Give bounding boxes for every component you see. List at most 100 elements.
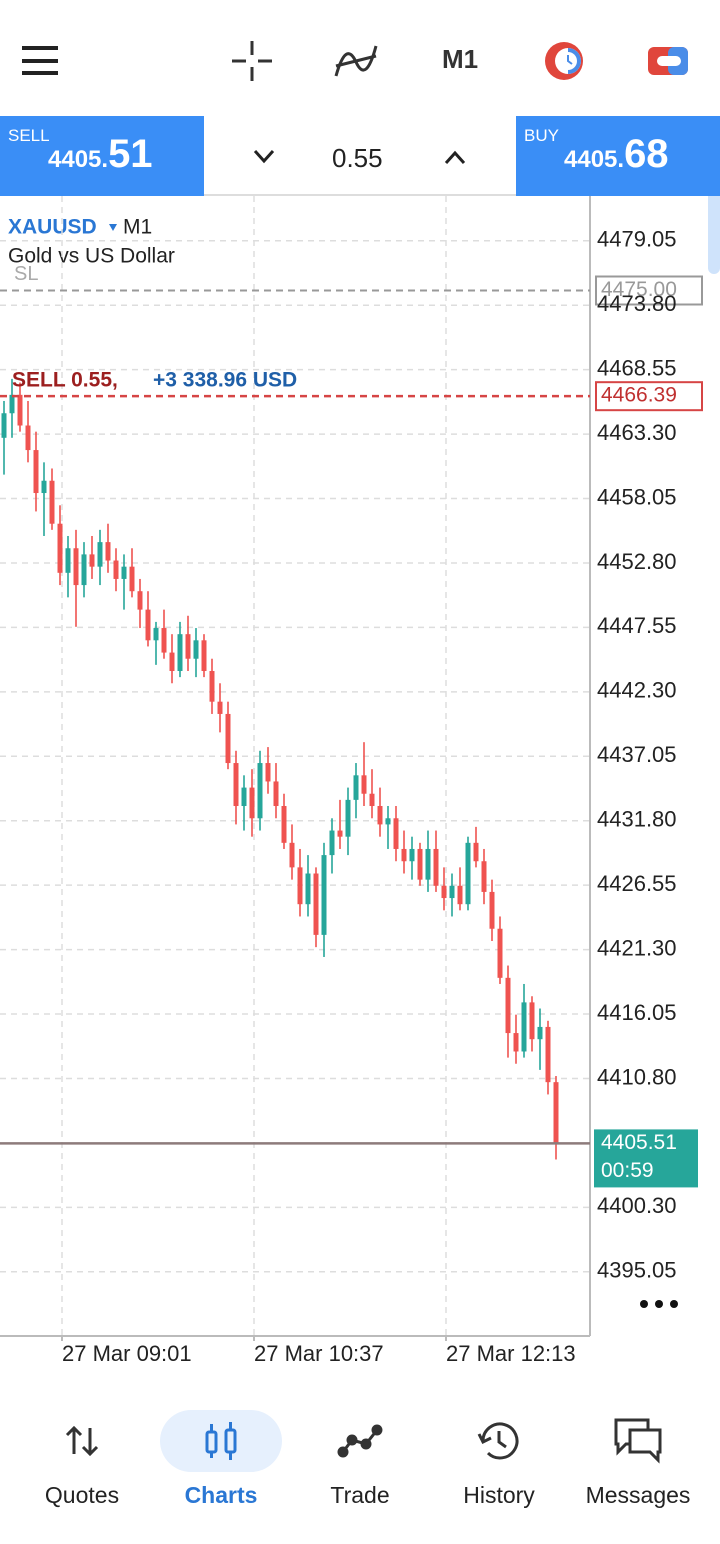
candle-body: [201, 640, 207, 671]
candle-body: [505, 977, 511, 1034]
candle-body: [433, 848, 439, 886]
sell-price-main: 4405.: [48, 146, 109, 173]
candle-body: [353, 775, 359, 800]
candle-body: [65, 548, 71, 573]
candle-body: [393, 818, 399, 849]
nav-item[interactable]: Trade: [330, 1482, 389, 1508]
chart-timeframe: M1: [123, 216, 152, 239]
sl-label: SL: [14, 263, 38, 285]
candle-body: [17, 394, 23, 426]
candle-body: [161, 628, 167, 653]
candle-body: [529, 1002, 535, 1040]
candle-body: [305, 873, 311, 905]
candle-body: [33, 450, 39, 494]
volume-down[interactable]: [253, 149, 275, 164]
buy-price: 4405.68: [564, 132, 669, 177]
sell-price-big: 51: [108, 132, 153, 176]
active-tab-background: [160, 1410, 282, 1472]
candle-body: [97, 542, 103, 567]
charts-icon[interactable]: [205, 1422, 237, 1460]
more-button[interactable]: [640, 1300, 678, 1308]
candle-body: [281, 806, 287, 843]
crosshair-button[interactable]: [232, 41, 272, 81]
volume-up[interactable]: [444, 150, 466, 165]
y-tick-label: 4479.05: [597, 227, 677, 252]
candle-body: [449, 885, 455, 899]
candle-body: [369, 793, 375, 807]
trade-icon[interactable]: [337, 1424, 383, 1458]
symbol-description: Gold vs US Dollar: [8, 245, 175, 268]
candle-body: [489, 891, 495, 929]
overlays: SL 4475.00 SELL 0.55, +3 338.96 USD 4466.39 4…: [0, 263, 703, 1188]
candle-body: [377, 806, 383, 825]
sell-price: 4405.51: [48, 132, 153, 177]
y-tick-label: 4410.80: [597, 1064, 677, 1089]
y-tick-label: 4400.30: [597, 1193, 677, 1218]
one-click-trading-icon[interactable]: [648, 47, 688, 75]
y-tick-label: 4421.30: [597, 935, 677, 960]
y-tick-label: 4447.55: [597, 613, 677, 638]
buy-label: BUY: [524, 126, 559, 145]
sl-price: 4475.00: [601, 278, 677, 301]
candle-body: [81, 554, 87, 586]
nav-item[interactable]: History: [463, 1482, 535, 1508]
volume[interactable]: 0.55: [332, 143, 383, 173]
messages-icon[interactable]: [614, 1418, 662, 1464]
bar-countdown: 00:59: [601, 1159, 654, 1182]
y-tick-label: 4416.05: [597, 1000, 677, 1025]
sl-price-box: [595, 275, 703, 306]
candle-body: [521, 1002, 527, 1052]
candle-body: [121, 566, 127, 579]
y-tick-label: 4458.05: [597, 484, 677, 509]
y-tick-label: 4463.30: [597, 420, 677, 445]
candle-body: [217, 701, 223, 714]
candle-body: [313, 873, 319, 935]
candle-body: [137, 591, 143, 610]
scroll-handle: [708, 184, 720, 274]
history-icon[interactable]: [477, 1422, 519, 1460]
candle-body: [425, 848, 431, 880]
candle-body: [297, 867, 303, 905]
candle-body: [441, 885, 447, 899]
candle-body: [241, 787, 247, 807]
sell-button[interactable]: SELL 4405.51: [0, 116, 204, 196]
candle-body: [329, 830, 335, 856]
menu-button[interactable]: [22, 46, 58, 75]
nav-item[interactable]: Messages: [586, 1482, 691, 1508]
candle-body: [9, 394, 15, 414]
quotes-icon[interactable]: [65, 1425, 99, 1457]
buy-button[interactable]: BUY 4405.68: [516, 116, 720, 196]
trade-mode-icon[interactable]: [545, 42, 583, 80]
candle-body: [257, 763, 263, 819]
candle-body: [57, 523, 63, 573]
indicators-button[interactable]: [334, 45, 378, 77]
candle-body: [145, 609, 151, 641]
candle-body: [89, 554, 95, 567]
candle-body: [337, 830, 343, 837]
sell-label: SELL: [8, 126, 50, 145]
candle-body: [457, 885, 463, 905]
y-tick-label: 4437.05: [597, 742, 677, 767]
position-profit: +3 338.96 USD: [153, 369, 297, 392]
symbol: XAUUSD: [8, 216, 97, 239]
candle-body: [1, 413, 7, 438]
candle-body: [385, 818, 391, 825]
timeframe-button[interactable]: M1: [442, 44, 479, 74]
candle-body: [105, 542, 111, 561]
candle-body: [409, 848, 415, 862]
candle-body: [169, 652, 175, 671]
bid-price-box: [594, 1129, 698, 1188]
position-label: SELL 0.55,: [12, 369, 118, 392]
symbol-dropdown[interactable]: [109, 224, 117, 231]
candle-body: [497, 928, 503, 978]
nav-item[interactable]: Quotes: [45, 1482, 119, 1508]
y-tick-label: 4473.80: [597, 291, 677, 316]
nav-item[interactable]: Charts: [185, 1482, 258, 1508]
candle-body: [553, 1082, 559, 1144]
candle-body: [545, 1026, 551, 1083]
x-tick-label: 27 Mar 09:01: [62, 1341, 192, 1366]
candle-body: [209, 670, 215, 702]
y-tick-label: 4395.05: [597, 1258, 677, 1283]
